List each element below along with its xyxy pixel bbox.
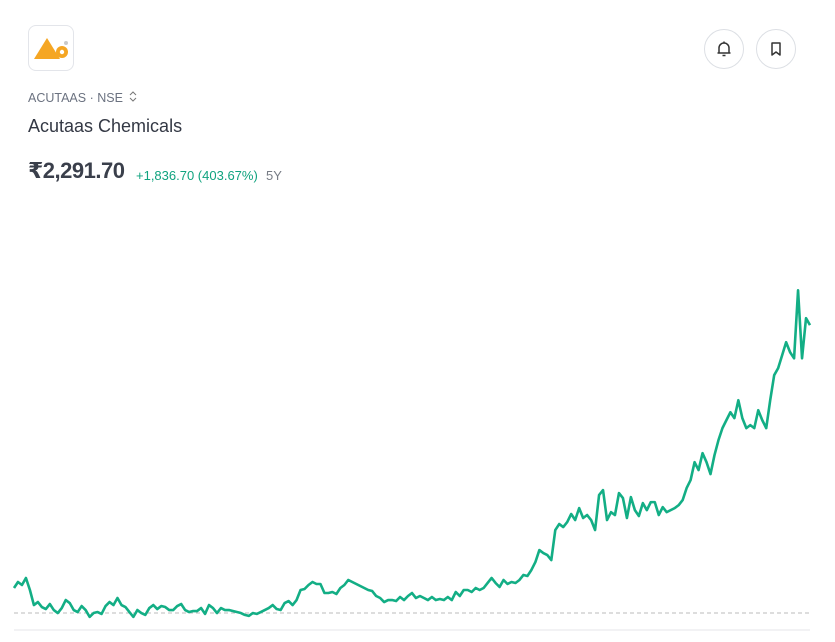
bookmark-icon <box>771 42 781 56</box>
bookmark-button[interactable] <box>756 29 796 69</box>
company-name: Acutaas Chemicals <box>28 116 183 136</box>
chevron-icon <box>130 91 137 102</box>
bell-icon <box>717 41 731 57</box>
price-line <box>12 289 812 619</box>
ticker: ACUTAAS · NSE <box>28 91 123 105</box>
price: ₹2,291.70 <box>28 158 125 183</box>
price-change: +1,836.70 (403.67%) <box>136 168 258 183</box>
ticker-selector[interactable]: ACUTAAS · NSE <box>28 91 137 105</box>
alert-button[interactable] <box>704 29 744 69</box>
period: 5Y <box>266 168 282 183</box>
company-logo <box>28 25 74 71</box>
logo-icon <box>34 38 68 59</box>
